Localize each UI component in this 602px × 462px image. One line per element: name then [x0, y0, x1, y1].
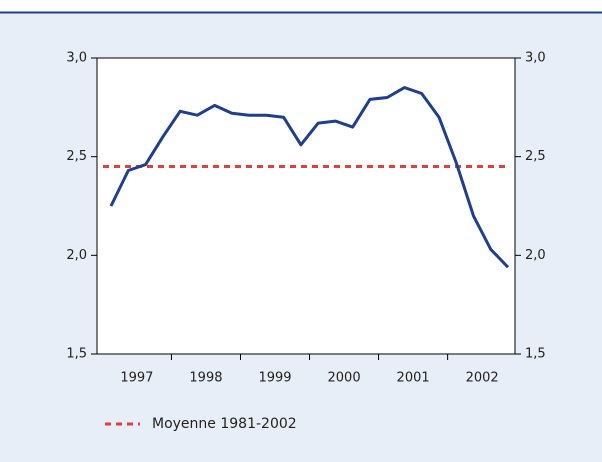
x-tick-label: 1998 — [189, 371, 222, 386]
y2-tick-label: 2,0 — [525, 248, 546, 263]
plot-area — [96, 57, 516, 355]
y2-tick-label: 3,0 — [525, 51, 546, 66]
line-series — [109, 86, 510, 269]
y2-tick-label: 2,5 — [525, 149, 546, 164]
legend-label: Moyenne 1981-2002 — [152, 416, 297, 432]
y-tick-label: 1,5 — [66, 347, 87, 362]
x-tick-label: 1997 — [120, 371, 153, 386]
x-tick-label: 2000 — [328, 371, 361, 386]
x-tick-label: 2002 — [466, 371, 499, 386]
y-tick-label: 3,0 — [66, 51, 87, 66]
top-margin — [0, 0, 602, 12]
x-tick-label: 1999 — [258, 371, 291, 386]
x-tick-label: 2001 — [397, 371, 430, 386]
y-tick-label: 2,5 — [66, 149, 87, 164]
y2-tick-label: 1,5 — [525, 347, 546, 362]
y-tick-label: 2,0 — [66, 248, 87, 263]
